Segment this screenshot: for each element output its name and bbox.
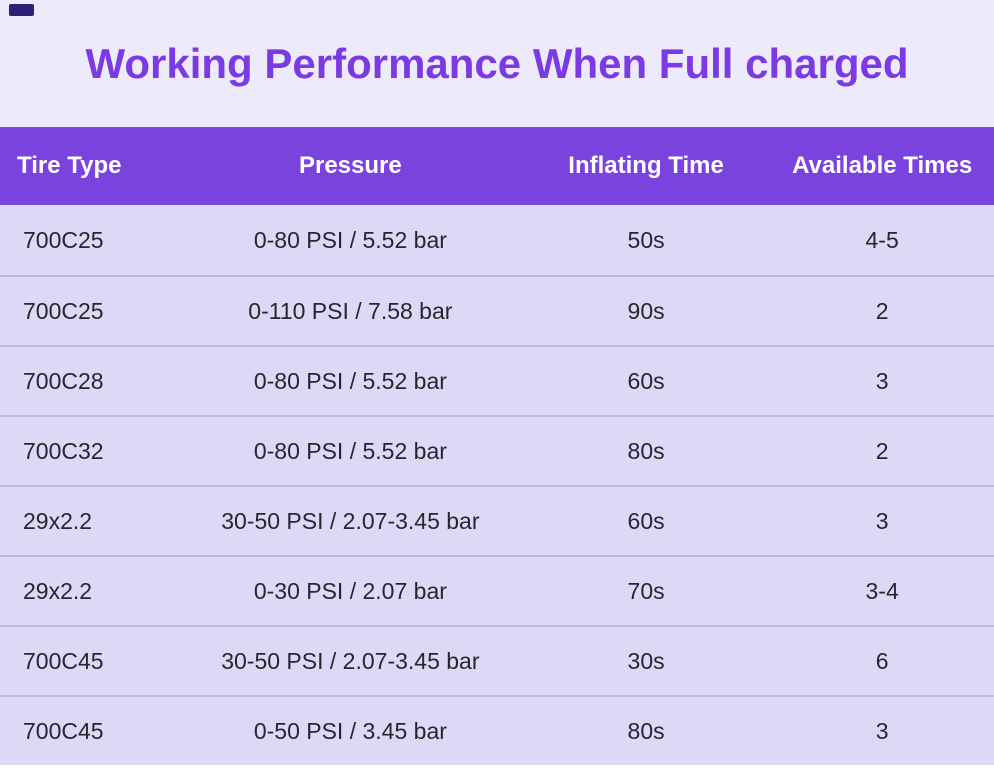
cell-inflating-time: 70s [627,577,665,604]
cell-pressure: 0-110 PSI / 7.58 bar [248,297,453,324]
cell-tire-type: 29x2.2 [23,577,93,604]
column-header-tire-type: Tire Type [17,152,122,179]
column-header-pressure: Pressure [298,152,402,179]
corner-mark [9,4,34,16]
cell-pressure: 0-30 PSI / 2.07 bar [253,577,447,604]
cell-inflating-time: 60s [627,367,665,394]
cell-pressure: 30-50 PSI / 2.07-3.45 bar [221,507,480,534]
cell-available-times: 6 [875,647,889,674]
cell-tire-type: 700C28 [23,367,104,394]
table-body: 700C25 0-80 PSI / 5.52 bar 50s 4-5 700C2… [0,205,994,765]
table-row: 700C45 0-50 PSI / 3.45 bar 80s 3 [0,695,994,765]
table-row: 700C28 0-80 PSI / 5.52 bar 60s 3 [0,345,994,415]
cell-tire-type: 700C25 [23,297,104,324]
cell-available-times: 3 [875,717,889,744]
cell-pressure: 0-80 PSI / 5.52 bar [253,226,447,253]
cell-inflating-time: 80s [627,717,665,744]
cell-available-times: 3 [875,367,889,394]
table-header-row: Tire Type Pressure Inflating Time Availa… [0,127,994,205]
cell-tire-type: 700C45 [23,717,104,744]
cell-inflating-time: 80s [627,437,665,464]
table-row: 700C45 30-50 PSI / 2.07-3.45 bar 30s 6 [0,625,994,695]
table-row: 700C25 0-80 PSI / 5.52 bar 50s 4-5 [0,205,994,275]
table-row: 29x2.2 0-30 PSI / 2.07 bar 70s 3-4 [0,555,994,625]
page-title: Working Performance When Full charged [85,39,909,87]
cell-available-times: 2 [875,437,889,464]
footer-strip [0,765,994,772]
cell-available-times: 3 [875,507,889,534]
cell-available-times: 4-5 [865,226,899,253]
cell-pressure: 0-50 PSI / 3.45 bar [253,717,447,744]
cell-pressure: 0-80 PSI / 5.52 bar [253,437,447,464]
cell-available-times: 2 [875,297,889,324]
column-header-available-times: Available Times [792,152,973,179]
cell-inflating-time: 90s [627,297,665,324]
cell-pressure: 30-50 PSI / 2.07-3.45 bar [221,647,480,674]
table-row: 700C32 0-80 PSI / 5.52 bar 80s 2 [0,415,994,485]
cell-tire-type: 700C45 [23,647,104,674]
cell-pressure: 0-80 PSI / 5.52 bar [253,367,447,394]
table-row: 29x2.2 30-50 PSI / 2.07-3.45 bar 60s 3 [0,485,994,555]
cell-tire-type: 700C25 [23,226,104,253]
cell-tire-type: 700C32 [23,437,104,464]
cell-inflating-time: 50s [627,226,665,253]
cell-inflating-time: 30s [627,647,665,674]
table-row: 700C25 0-110 PSI / 7.58 bar 90s 2 [0,275,994,345]
cell-available-times: 3-4 [865,577,899,604]
cell-inflating-time: 60s [627,507,665,534]
title-area: Working Performance When Full charged [0,0,994,127]
column-header-inflating-time: Inflating Time [568,152,724,179]
cell-tire-type: 29x2.2 [23,507,93,534]
